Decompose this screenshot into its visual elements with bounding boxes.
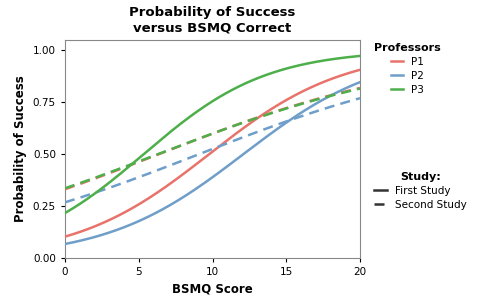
Title: Probability of Success
versus BSMQ Correct: Probability of Success versus BSMQ Corre… xyxy=(130,6,296,34)
Y-axis label: Probability of Success: Probability of Success xyxy=(14,76,28,222)
Legend: First Study, Second Study: First Study, Second Study xyxy=(374,172,466,210)
X-axis label: BSMQ Score: BSMQ Score xyxy=(172,283,253,296)
